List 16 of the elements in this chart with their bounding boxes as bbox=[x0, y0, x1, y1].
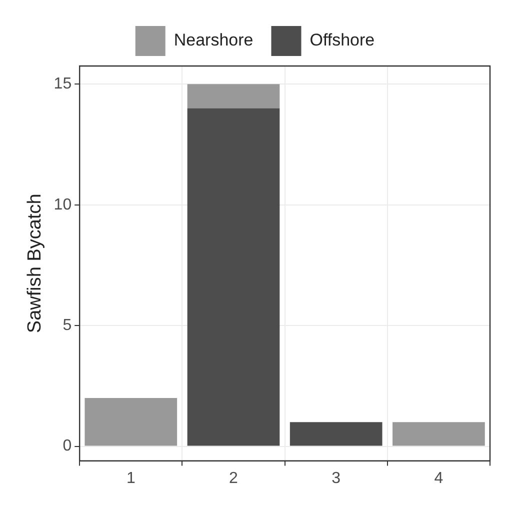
bar bbox=[187, 108, 280, 446]
legend-label: Offshore bbox=[310, 30, 375, 50]
x-tick-label: 1 bbox=[126, 470, 136, 487]
y-tick-label: 10 bbox=[54, 196, 72, 214]
bar bbox=[84, 398, 178, 446]
bar bbox=[290, 422, 382, 446]
y-axis-title: Sawfish Bycatch bbox=[24, 194, 46, 334]
y-tick-label: 15 bbox=[54, 76, 72, 93]
y-tick-label: 0 bbox=[62, 438, 72, 455]
y-tick-label: 5 bbox=[62, 316, 72, 334]
bar bbox=[392, 422, 485, 446]
bar bbox=[187, 84, 280, 108]
x-tick-label: 3 bbox=[332, 470, 341, 487]
legend-label: Nearshore bbox=[174, 30, 254, 50]
x-tick-label: 4 bbox=[434, 470, 444, 487]
x-tick-label: 2 bbox=[229, 470, 238, 487]
